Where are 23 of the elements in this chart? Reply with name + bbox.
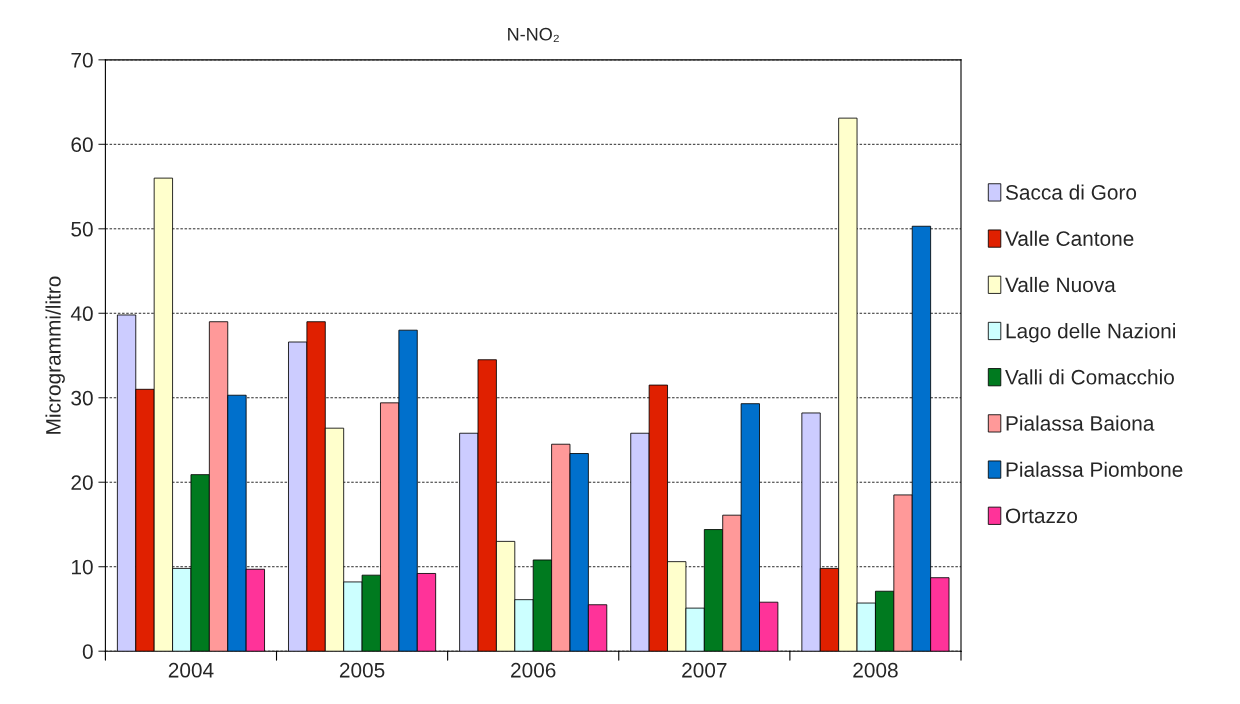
y-tick-label: 10: [72, 559, 93, 575]
legend-label: Pialassa Piombone: [1006, 461, 1183, 477]
legend-label: Valli di Comacchio: [1005, 369, 1174, 385]
chart-title: N-NO₂: [508, 27, 559, 42]
y-tick-label: 40: [70, 306, 93, 322]
legend-label: Lago delle Nazioni: [1006, 323, 1175, 343]
legend-label: Sacca di Goro: [1005, 184, 1137, 200]
x-tick-label: 2008: [853, 662, 898, 678]
legend-label: Ortazzo: [1005, 508, 1078, 524]
y-tick-label: 50: [71, 221, 93, 237]
y-tick-label: 0: [82, 644, 93, 659]
x-tick-label: 2005: [339, 662, 385, 678]
legend-label: Pialassa Baiona: [1006, 415, 1155, 431]
legend-label: Valle Cantone: [1005, 230, 1134, 246]
x-tick-label: 2004: [168, 662, 214, 678]
y-tick-label: 60: [71, 137, 93, 153]
legend-label: Valle Nuova: [1005, 276, 1116, 293]
x-tick-label: 2006: [511, 662, 556, 678]
x-tick-label: 2007: [682, 662, 727, 678]
y-axis-title: Microgrammi/litro: [45, 276, 65, 434]
y-tick-label: 20: [71, 475, 93, 490]
y-tick-label: 70: [71, 52, 93, 68]
y-tick-label: 30: [71, 390, 93, 406]
